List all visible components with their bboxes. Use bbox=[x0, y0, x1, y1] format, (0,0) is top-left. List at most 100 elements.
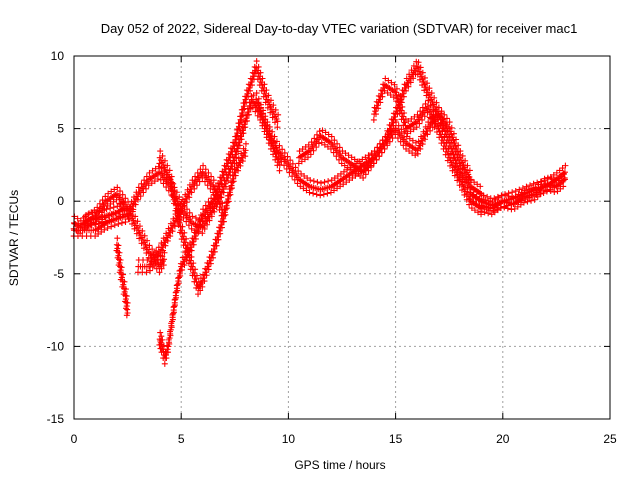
data-point-marker bbox=[217, 177, 224, 184]
data-point-marker bbox=[190, 241, 197, 248]
data-point-marker bbox=[340, 181, 347, 188]
data-point-marker bbox=[433, 99, 440, 106]
data-point-marker bbox=[167, 233, 174, 240]
data-point-marker bbox=[174, 281, 181, 288]
data-point-marker bbox=[419, 76, 426, 83]
data-point-marker bbox=[253, 58, 260, 65]
data-point-marker bbox=[261, 81, 268, 88]
data-point-marker bbox=[129, 208, 136, 215]
data-point-marker bbox=[334, 140, 341, 147]
data-point-marker bbox=[204, 211, 211, 218]
data-point-marker bbox=[232, 172, 239, 179]
data-point-marker bbox=[166, 340, 173, 347]
data-point-marker bbox=[515, 191, 522, 198]
data-point-marker bbox=[74, 215, 81, 222]
data-point-marker bbox=[126, 216, 133, 223]
data-point-marker bbox=[242, 96, 249, 103]
data-point-marker bbox=[155, 163, 162, 170]
data-point-marker bbox=[242, 124, 249, 131]
data-point-marker bbox=[231, 145, 238, 152]
data-point-marker bbox=[213, 242, 220, 249]
data-point-marker bbox=[454, 148, 461, 155]
data-point-marker bbox=[336, 144, 343, 151]
data-point-marker bbox=[187, 257, 194, 264]
data-point-marker bbox=[218, 224, 225, 231]
data-point-marker bbox=[85, 211, 92, 218]
data-point-marker bbox=[505, 193, 512, 200]
data-point-marker bbox=[92, 233, 99, 240]
data-point-marker bbox=[197, 224, 204, 231]
data-point-marker bbox=[173, 294, 180, 301]
data-point-marker bbox=[250, 73, 257, 80]
data-point-marker bbox=[266, 123, 273, 130]
data-point-marker bbox=[171, 223, 178, 230]
data-point-marker bbox=[95, 230, 102, 237]
data-point-marker bbox=[190, 269, 197, 276]
data-point-marker bbox=[535, 181, 542, 188]
data-point-marker bbox=[206, 217, 213, 224]
data-point-marker bbox=[183, 199, 190, 206]
data-point-marker bbox=[272, 106, 279, 113]
data-point-marker bbox=[384, 89, 391, 96]
data-point-marker bbox=[420, 78, 427, 85]
data-point-marker bbox=[422, 84, 429, 91]
data-point-marker bbox=[325, 178, 332, 185]
data-point-marker bbox=[233, 133, 240, 140]
data-point-marker bbox=[425, 97, 432, 104]
data-point-marker bbox=[195, 230, 202, 237]
data-point-marker bbox=[122, 219, 129, 226]
data-point-marker bbox=[123, 293, 130, 300]
data-point-marker bbox=[426, 114, 433, 121]
data-point-marker bbox=[560, 183, 567, 190]
data-point-marker bbox=[161, 256, 168, 263]
data-point-marker bbox=[98, 228, 105, 235]
data-point-marker bbox=[435, 104, 442, 111]
grid-lines bbox=[74, 56, 610, 419]
data-point-marker bbox=[175, 212, 182, 219]
data-point-marker bbox=[474, 188, 481, 195]
data-point-marker bbox=[360, 174, 367, 181]
data-point-marker bbox=[220, 189, 227, 196]
data-point-marker bbox=[216, 227, 223, 234]
data-point-marker bbox=[234, 132, 241, 139]
data-point-marker bbox=[504, 205, 511, 212]
data-point-marker bbox=[230, 178, 237, 185]
data-point-marker bbox=[419, 141, 426, 148]
data-point-marker bbox=[265, 92, 272, 99]
data-point-marker bbox=[164, 162, 171, 169]
data-point-marker bbox=[436, 121, 443, 128]
data-point-marker bbox=[304, 175, 311, 182]
data-point-marker bbox=[124, 211, 131, 218]
data-point-marker bbox=[116, 208, 123, 215]
data-point-marker bbox=[220, 174, 227, 181]
data-point-marker bbox=[207, 260, 214, 267]
data-point-marker bbox=[548, 175, 555, 182]
data-point-marker bbox=[193, 182, 200, 189]
data-point-marker bbox=[149, 246, 156, 253]
data-point-marker bbox=[170, 190, 177, 197]
data-point-marker bbox=[436, 128, 443, 135]
data-point-marker bbox=[327, 189, 334, 196]
data-point-marker bbox=[254, 99, 261, 106]
data-point-marker bbox=[485, 197, 492, 204]
data-point-marker bbox=[449, 134, 456, 141]
data-point-marker bbox=[464, 162, 471, 169]
data-series-track bbox=[81, 184, 168, 276]
data-point-marker bbox=[98, 209, 105, 216]
data-point-marker bbox=[417, 64, 424, 71]
data-point-marker bbox=[202, 166, 209, 173]
data-point-marker bbox=[317, 180, 324, 187]
data-point-marker bbox=[132, 213, 139, 220]
data-point-marker bbox=[462, 157, 469, 164]
data-point-marker bbox=[415, 65, 422, 72]
data-point-marker bbox=[289, 160, 296, 167]
data-point-marker bbox=[389, 135, 396, 142]
data-point-marker bbox=[552, 176, 559, 183]
data-point-marker bbox=[112, 209, 119, 216]
data-point-marker bbox=[378, 149, 385, 156]
data-point-marker bbox=[314, 179, 321, 186]
data-point-marker bbox=[480, 192, 487, 199]
data-point-marker bbox=[201, 214, 208, 221]
data-point-marker bbox=[334, 185, 341, 192]
data-point-marker bbox=[359, 156, 366, 163]
